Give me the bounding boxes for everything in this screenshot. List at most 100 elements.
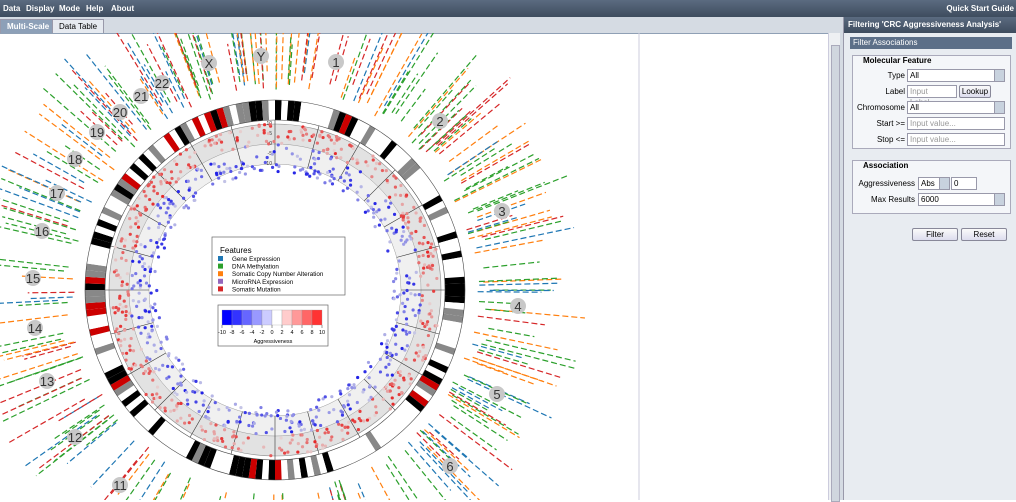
score-dot bbox=[127, 367, 130, 370]
score-dot bbox=[143, 245, 146, 248]
score-dot bbox=[246, 165, 249, 168]
select-arrow[interactable] bbox=[994, 102, 1004, 113]
score-dot bbox=[368, 399, 371, 402]
tab[interactable]: Data Table bbox=[52, 19, 104, 33]
feature-line bbox=[383, 72, 409, 114]
score-dot bbox=[200, 175, 203, 178]
score-dot bbox=[356, 401, 359, 404]
score-dot bbox=[406, 298, 409, 301]
score-dot bbox=[196, 389, 199, 392]
score-dot bbox=[121, 251, 124, 254]
score-dot bbox=[247, 141, 250, 144]
score-dot bbox=[155, 396, 158, 399]
score-dot bbox=[143, 274, 146, 277]
score-dot bbox=[145, 281, 148, 284]
type-select[interactable]: All bbox=[907, 69, 1005, 82]
score-dot bbox=[117, 332, 120, 335]
select-arrow[interactable] bbox=[994, 194, 1004, 205]
feature-line bbox=[283, 493, 285, 500]
score-dot bbox=[322, 149, 325, 152]
score-dot bbox=[124, 314, 127, 317]
score-dot bbox=[138, 292, 141, 295]
score-dot bbox=[173, 391, 176, 394]
feature-line bbox=[476, 228, 574, 248]
score-dot bbox=[186, 166, 189, 169]
score-dot bbox=[400, 391, 403, 394]
score-dot bbox=[402, 218, 405, 221]
select-arrow[interactable] bbox=[939, 178, 949, 189]
filter-button[interactable]: Filter bbox=[912, 228, 958, 241]
score-dot bbox=[427, 255, 430, 258]
chromosome-label: X bbox=[205, 56, 214, 71]
score-dot bbox=[175, 163, 178, 166]
score-dot bbox=[211, 394, 214, 397]
score-dot bbox=[158, 396, 161, 399]
score-dot bbox=[239, 406, 242, 409]
score-dot bbox=[216, 436, 219, 439]
score-dot bbox=[315, 445, 318, 448]
legend-swatch bbox=[218, 286, 223, 291]
select-arrow[interactable] bbox=[994, 70, 1004, 81]
score-dot bbox=[379, 219, 382, 222]
score-dot bbox=[301, 134, 304, 137]
menu-item[interactable]: Mode bbox=[59, 4, 80, 13]
legend-swatch bbox=[218, 264, 223, 269]
abs-select[interactable]: Abs bbox=[918, 177, 950, 190]
score-dot bbox=[158, 316, 161, 319]
reset-button[interactable]: Reset bbox=[961, 228, 1007, 241]
start-input[interactable]: Input value... bbox=[907, 117, 1005, 130]
score-dot bbox=[174, 204, 177, 207]
score-dot bbox=[351, 419, 354, 422]
chromosome-label: 18 bbox=[68, 152, 82, 167]
tab[interactable]: Multi-Scale bbox=[0, 19, 56, 33]
score-dot bbox=[383, 217, 386, 220]
aggressiveness-input[interactable]: 0 bbox=[951, 177, 977, 190]
score-dot bbox=[153, 344, 156, 347]
score-dot bbox=[203, 438, 206, 441]
score-dot bbox=[239, 130, 242, 133]
max-results-select[interactable]: 6000 bbox=[918, 193, 1005, 206]
score-dot bbox=[313, 158, 316, 161]
feature-line bbox=[452, 395, 518, 434]
score-dot bbox=[315, 406, 318, 409]
score-dot bbox=[308, 139, 311, 142]
score-dot bbox=[395, 325, 398, 328]
feature-line bbox=[481, 344, 577, 369]
score-dot bbox=[312, 133, 315, 136]
score-dot bbox=[220, 437, 223, 440]
label-input[interactable]: Input Label... bbox=[907, 85, 957, 98]
score-dot bbox=[269, 454, 272, 457]
quick-start[interactable]: Quick Start Guide bbox=[946, 4, 1014, 13]
lookup-button[interactable]: Lookup bbox=[959, 85, 991, 98]
score-dot bbox=[415, 351, 418, 354]
score-dot bbox=[386, 179, 389, 182]
score-dot bbox=[394, 343, 397, 346]
score-dot bbox=[188, 421, 191, 424]
menu-item[interactable]: Display bbox=[26, 4, 54, 13]
score-dot bbox=[335, 156, 338, 159]
feature-line bbox=[171, 33, 201, 98]
score-dot bbox=[323, 181, 326, 184]
chromosome-select[interactable]: All bbox=[907, 101, 1005, 114]
stop-input[interactable]: Input value... bbox=[907, 133, 1005, 146]
score-dot bbox=[255, 155, 258, 158]
section-title: Molecular Feature bbox=[863, 56, 931, 65]
score-dot bbox=[311, 419, 314, 422]
score-dot bbox=[147, 320, 150, 323]
score-dot bbox=[123, 329, 126, 332]
score-dot bbox=[395, 272, 398, 275]
score-dot bbox=[182, 206, 185, 209]
score-dot bbox=[421, 359, 424, 362]
menu-item[interactable]: Help bbox=[86, 4, 103, 13]
score-dot bbox=[220, 148, 223, 151]
score-dot bbox=[227, 421, 230, 424]
score-dot bbox=[326, 152, 329, 155]
scroll-thumb[interactable] bbox=[831, 45, 840, 502]
score-dot bbox=[349, 407, 352, 410]
menu-item[interactable]: Data bbox=[3, 4, 20, 13]
score-dot bbox=[137, 226, 140, 229]
feature-line bbox=[209, 496, 220, 500]
menu-item[interactable]: About bbox=[111, 4, 134, 13]
score-dot bbox=[123, 299, 126, 302]
score-dot bbox=[179, 170, 182, 173]
